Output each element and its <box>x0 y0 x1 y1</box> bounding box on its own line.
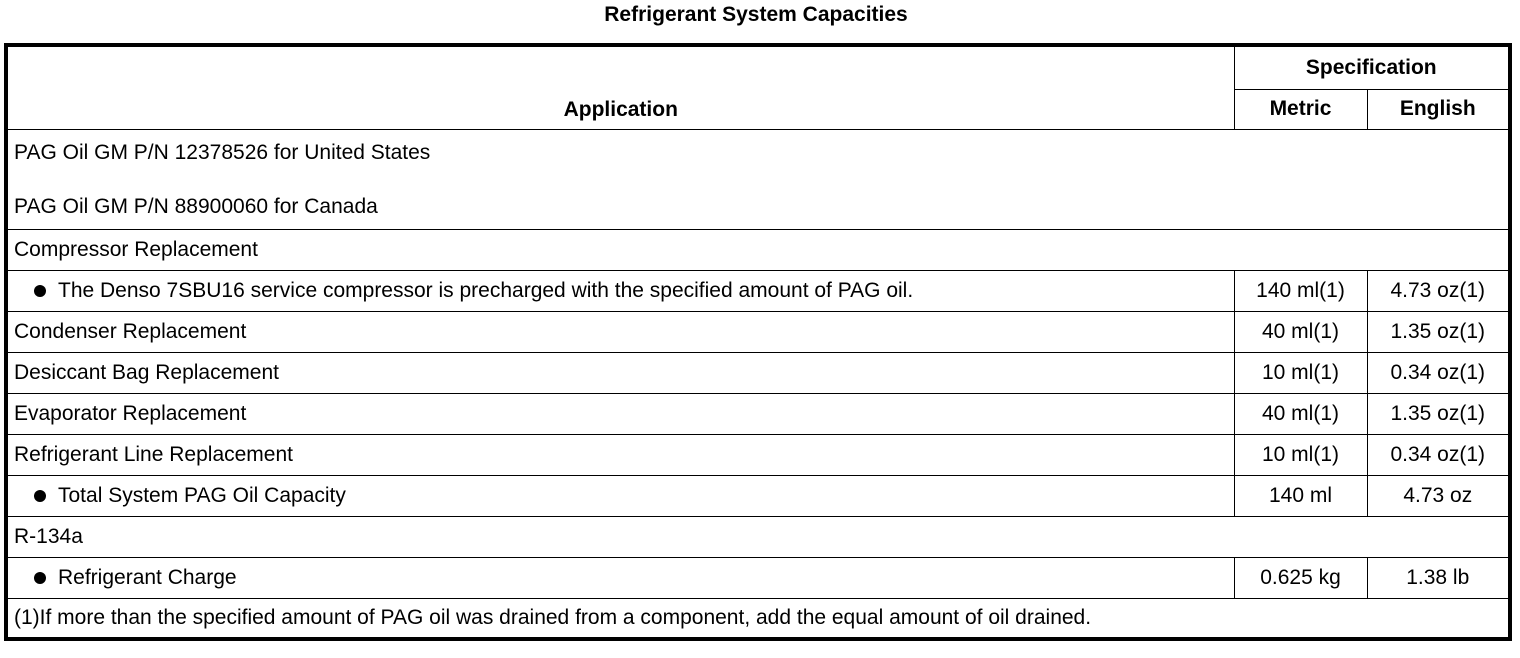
table-row: Total System PAG Oil Capacity 140 ml 4.7… <box>5 474 1511 517</box>
header-metric: Metric <box>1233 88 1368 130</box>
table-row: R-134a <box>5 515 1511 558</box>
table-row: Desiccant Bag Replacement 10 ml(1) 0.34 … <box>5 351 1511 394</box>
header-application: Application <box>5 44 1235 130</box>
header-english: English <box>1366 88 1511 130</box>
row-label: Total System PAG Oil Capacity <box>5 474 1235 517</box>
row-label: R-134a <box>5 515 1511 558</box>
pag-oil-canada: PAG Oil GM P/N 88900060 for Canada <box>14 194 378 218</box>
row-metric: 40 ml(1) <box>1233 310 1368 353</box>
row-metric: 140 ml(1) <box>1233 269 1368 312</box>
row-metric: 40 ml(1) <box>1233 392 1368 435</box>
capacities-table: Application Specification Metric English… <box>4 43 1513 641</box>
row-english: 4.73 oz <box>1366 474 1511 517</box>
table-row: Refrigerant Charge 0.625 kg 1.38 lb <box>5 556 1511 599</box>
row-label: Refrigerant Charge <box>5 556 1235 599</box>
pag-oil-cell: PAG Oil GM P/N 12378526 for United State… <box>5 128 1511 230</box>
table-row: Compressor Replacement <box>5 228 1511 271</box>
footnote: (1)If more than the specified amount of … <box>5 597 1511 640</box>
header-specification: Specification <box>1233 44 1511 90</box>
row-english: 1.35 oz(1) <box>1366 310 1511 353</box>
page-title: Refrigerant System Capacities <box>604 3 908 26</box>
row-english: 0.34 oz(1) <box>1366 433 1511 476</box>
table-row: Evaporator Replacement 40 ml(1) 1.35 oz(… <box>5 392 1511 435</box>
row-label: The Denso 7SBU16 service compressor is p… <box>5 269 1235 312</box>
row-metric: 140 ml <box>1233 474 1368 517</box>
row-english: 1.38 lb <box>1366 556 1511 599</box>
pag-oil-us: PAG Oil GM P/N 12378526 for United State… <box>14 140 431 164</box>
row-label: Evaporator Replacement <box>5 392 1235 435</box>
row-metric: 10 ml(1) <box>1233 433 1368 476</box>
row-metric: 10 ml(1) <box>1233 351 1368 394</box>
row-english: 1.35 oz(1) <box>1366 392 1511 435</box>
table-row: Condenser Replacement 40 ml(1) 1.35 oz(1… <box>5 310 1511 353</box>
table-row: Refrigerant Line Replacement 10 ml(1) 0.… <box>5 433 1511 476</box>
table-row: The Denso 7SBU16 service compressor is p… <box>5 269 1511 312</box>
row-label: Compressor Replacement <box>5 228 1511 271</box>
row-label: Condenser Replacement <box>5 310 1235 353</box>
row-label: Refrigerant Line Replacement <box>5 433 1235 476</box>
row-english: 0.34 oz(1) <box>1366 351 1511 394</box>
row-metric: 0.625 kg <box>1233 556 1368 599</box>
row-label: Desiccant Bag Replacement <box>5 351 1235 394</box>
row-english: 4.73 oz(1) <box>1366 269 1511 312</box>
